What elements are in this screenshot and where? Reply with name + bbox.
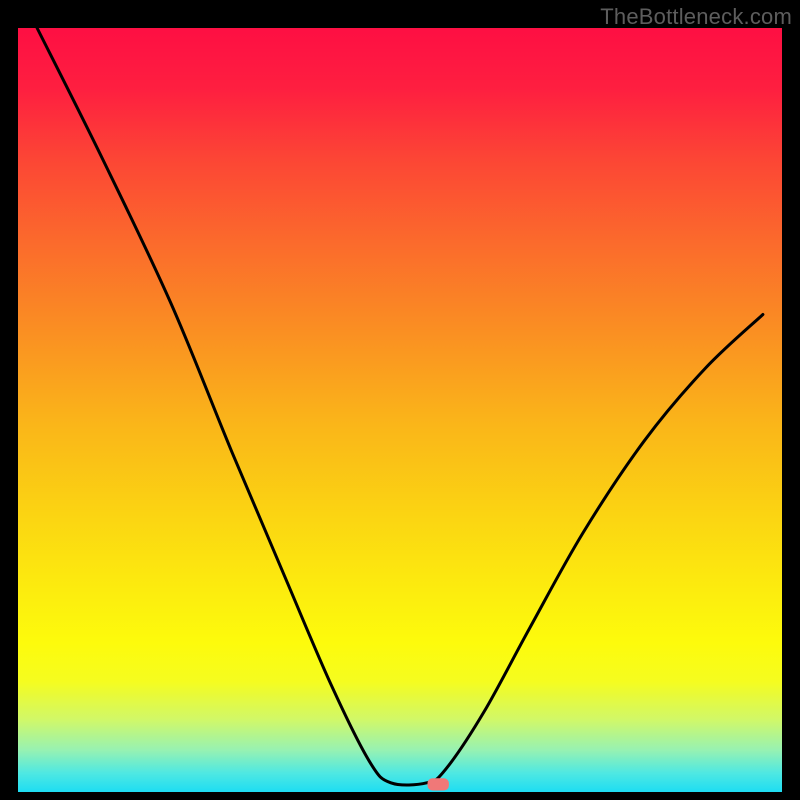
bottleneck-chart: [0, 0, 800, 800]
watermark-text: TheBottleneck.com: [600, 4, 792, 30]
optimal-marker: [428, 778, 449, 790]
